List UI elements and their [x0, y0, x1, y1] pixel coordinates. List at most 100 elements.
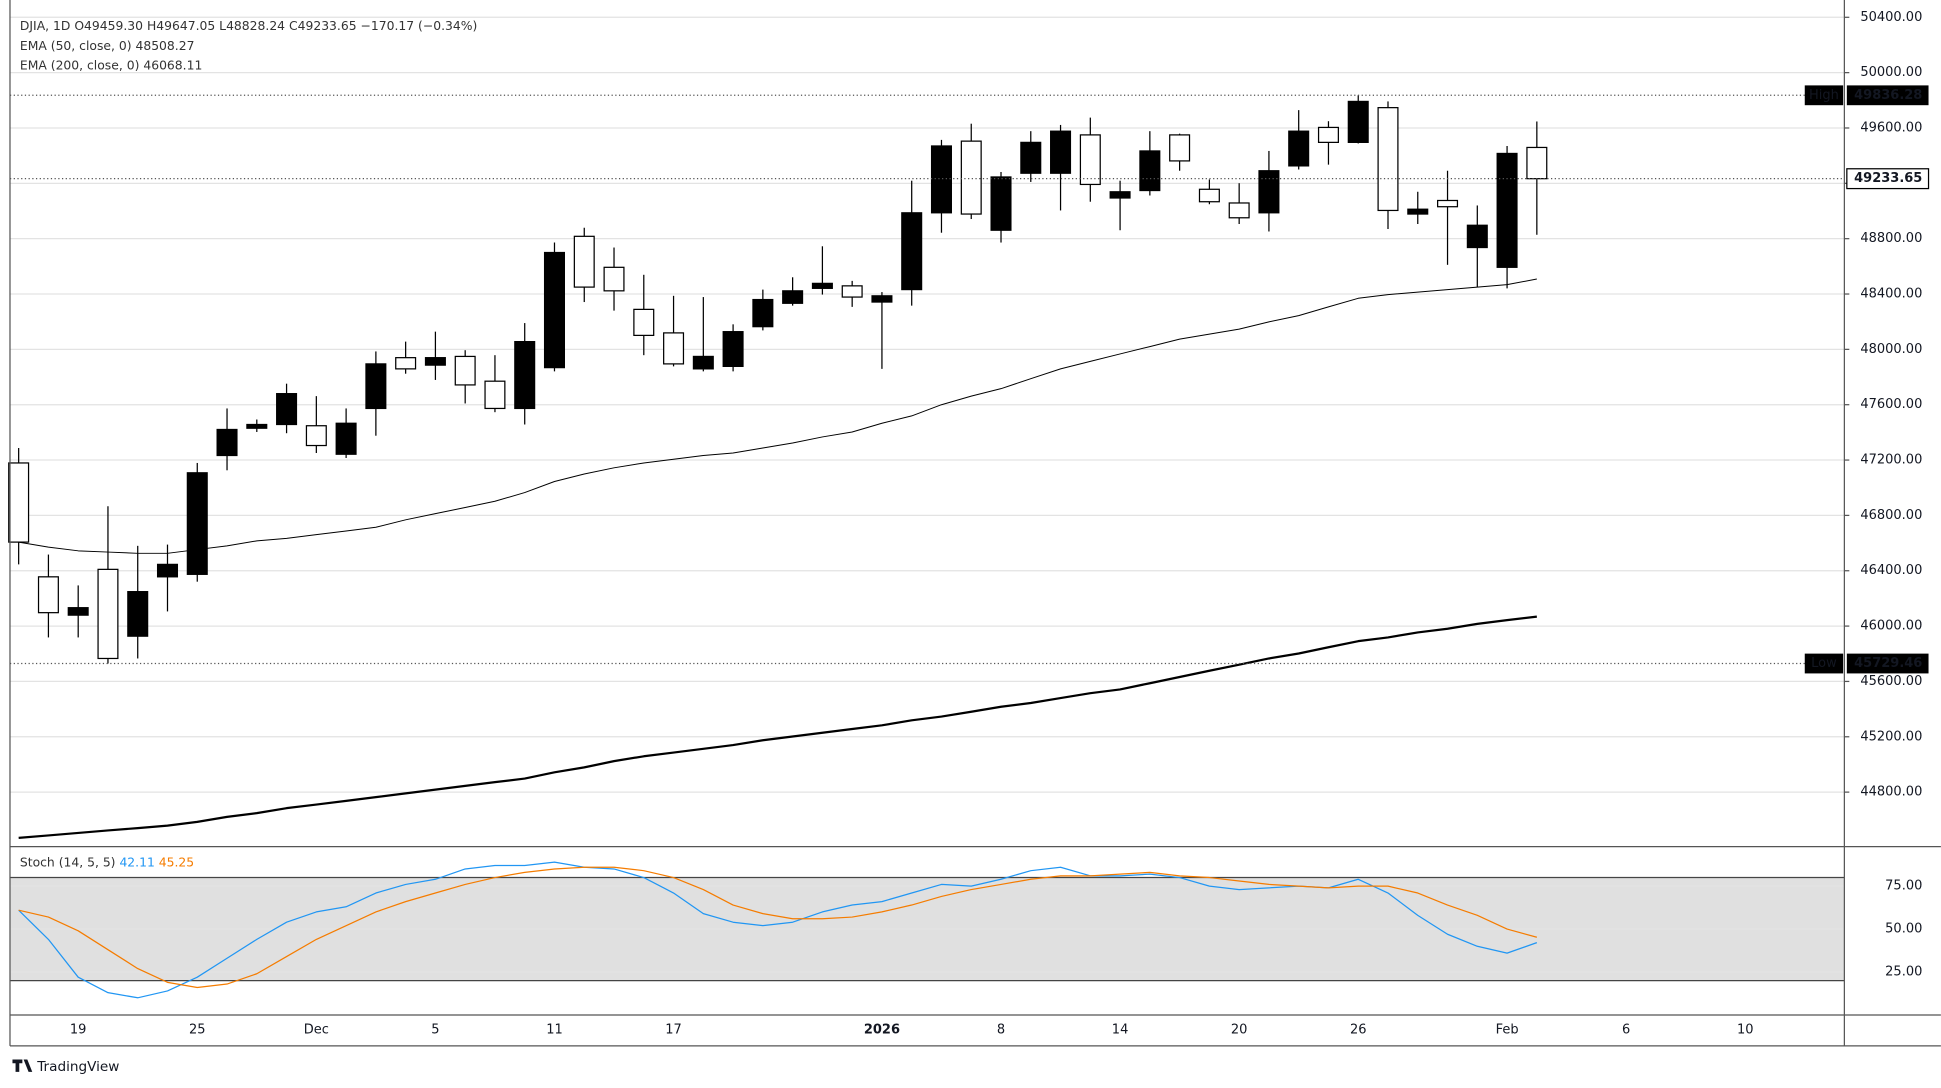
candle-body	[603, 266, 625, 292]
candle-body	[841, 285, 863, 298]
close-text: C49233.65	[289, 18, 357, 32]
y-tick-label: 45600.00	[1860, 674, 1922, 689]
candle-body	[127, 591, 149, 637]
price-tag: 49233.65	[1854, 171, 1922, 186]
candle-body	[395, 357, 417, 370]
x-tick-label: 26	[1350, 1022, 1367, 1037]
price-tag: 49836.28	[1854, 88, 1922, 103]
x-tick-label: 10	[1737, 1022, 1754, 1037]
y-tick-label: 44800.00	[1860, 785, 1922, 800]
candle-body	[960, 140, 982, 215]
candle-body	[1526, 146, 1548, 180]
d-value: 45.25	[159, 855, 194, 869]
legend-name: EMA (50, close, 0)	[20, 38, 132, 52]
y-tick-label: 49600.00	[1860, 120, 1922, 135]
high-text: H49647.05	[147, 18, 215, 32]
y-tick-label: 46400.00	[1860, 563, 1922, 578]
k-value: 42.11	[119, 855, 154, 869]
candle-body	[1109, 191, 1131, 199]
candle-body	[1437, 199, 1459, 208]
candle-body	[186, 472, 208, 575]
y-tick-label: 75.00	[1885, 879, 1922, 894]
candle-body	[752, 298, 774, 328]
candle-body	[1258, 170, 1280, 214]
candle-body	[335, 422, 357, 455]
legend-name: Stoch (14, 5, 5)	[20, 855, 116, 869]
candle-body	[871, 295, 893, 303]
candle-body	[305, 425, 327, 447]
candle-body	[8, 462, 30, 543]
price-tag-box	[1846, 85, 1929, 106]
candle-body	[1020, 141, 1042, 174]
candle-body	[663, 332, 685, 365]
candle-body	[543, 251, 566, 369]
candle-body	[276, 393, 298, 426]
legend-value: 46068.11	[143, 58, 202, 72]
brand-logo	[12, 1059, 33, 1072]
x-tick-label: 5	[431, 1022, 439, 1037]
tag-label: Low	[1811, 656, 1837, 671]
candle-body	[1169, 134, 1191, 162]
y-tick-label: 45200.00	[1860, 729, 1922, 744]
low-text: L48828.24	[219, 18, 285, 32]
x-tick-label: 25	[189, 1022, 206, 1037]
y-tick-label: 50400.00	[1860, 10, 1922, 25]
y-tick-label: 48800.00	[1860, 231, 1922, 246]
candle-body	[1228, 202, 1250, 219]
y-tick-label: 46000.00	[1860, 619, 1922, 634]
candle-body	[484, 380, 506, 410]
candle-body	[67, 607, 89, 616]
candle-body	[454, 355, 476, 386]
x-tick-label: 14	[1112, 1022, 1129, 1037]
candle-body	[1079, 134, 1101, 186]
candle-body	[1139, 150, 1161, 192]
ema50-legend: EMA (50, close, 0) 48508.27	[20, 38, 195, 52]
tag-label: High	[1809, 88, 1839, 103]
under-layer	[9, 16, 1845, 982]
header-ohlc: DJIA, 1D O49459.30 H49647.05 L48828.24 C…	[20, 18, 477, 32]
price-tag-box	[1846, 653, 1929, 674]
main-layer: 50400.0050000.0049600.0049200.0048800.00…	[8, 10, 1930, 1037]
legend-value: 48508.27	[135, 38, 194, 52]
y-tick-label: 47200.00	[1860, 453, 1922, 468]
y-tick-label: 50.00	[1885, 922, 1922, 937]
candle-body	[930, 145, 952, 214]
brand: TradingView	[12, 1059, 119, 1075]
y-tick-label: 47600.00	[1860, 397, 1922, 412]
x-tick-label: 11	[546, 1022, 563, 1037]
candle-body	[514, 340, 536, 410]
ema-line	[18, 615, 1537, 840]
symbol: DJIA, 1D	[20, 18, 70, 32]
candle-body	[424, 357, 446, 366]
legend-name: EMA (200, close, 0)	[20, 58, 140, 72]
candle-body	[216, 428, 238, 457]
candle-body	[1377, 107, 1399, 212]
y-tick-label: 25.00	[1885, 965, 1922, 980]
y-tick-label: 50000.00	[1860, 65, 1922, 80]
x-tick-label: 20	[1231, 1022, 1248, 1037]
stoch-line	[18, 861, 1538, 999]
y-tick-label: 48400.00	[1860, 287, 1922, 302]
candle-body	[1407, 208, 1429, 215]
open-text: O49459.30	[74, 18, 143, 32]
y-tick-label: 46800.00	[1860, 508, 1922, 523]
candle-body	[1317, 126, 1339, 143]
candle-body	[692, 355, 714, 370]
stoch-legend: Stoch (14, 5, 5) 42.11 45.25	[20, 855, 194, 869]
x-tick-label: 6	[1622, 1022, 1630, 1037]
candle-body	[1496, 152, 1518, 268]
candle-body	[782, 290, 804, 304]
ema200-legend: EMA (200, close, 0) 46068.11	[20, 58, 202, 72]
candle-body	[573, 235, 595, 288]
brand-text: TradingView	[36, 1059, 119, 1075]
candle-body	[37, 576, 59, 614]
price-tag-box	[1846, 168, 1930, 190]
stoch-line	[18, 866, 1538, 989]
x-tick-label: 8	[997, 1022, 1005, 1037]
change-text: −170.17 (−0.34%)	[361, 18, 478, 32]
price-tag: 45729.46	[1854, 656, 1922, 671]
candle-body	[156, 563, 179, 578]
